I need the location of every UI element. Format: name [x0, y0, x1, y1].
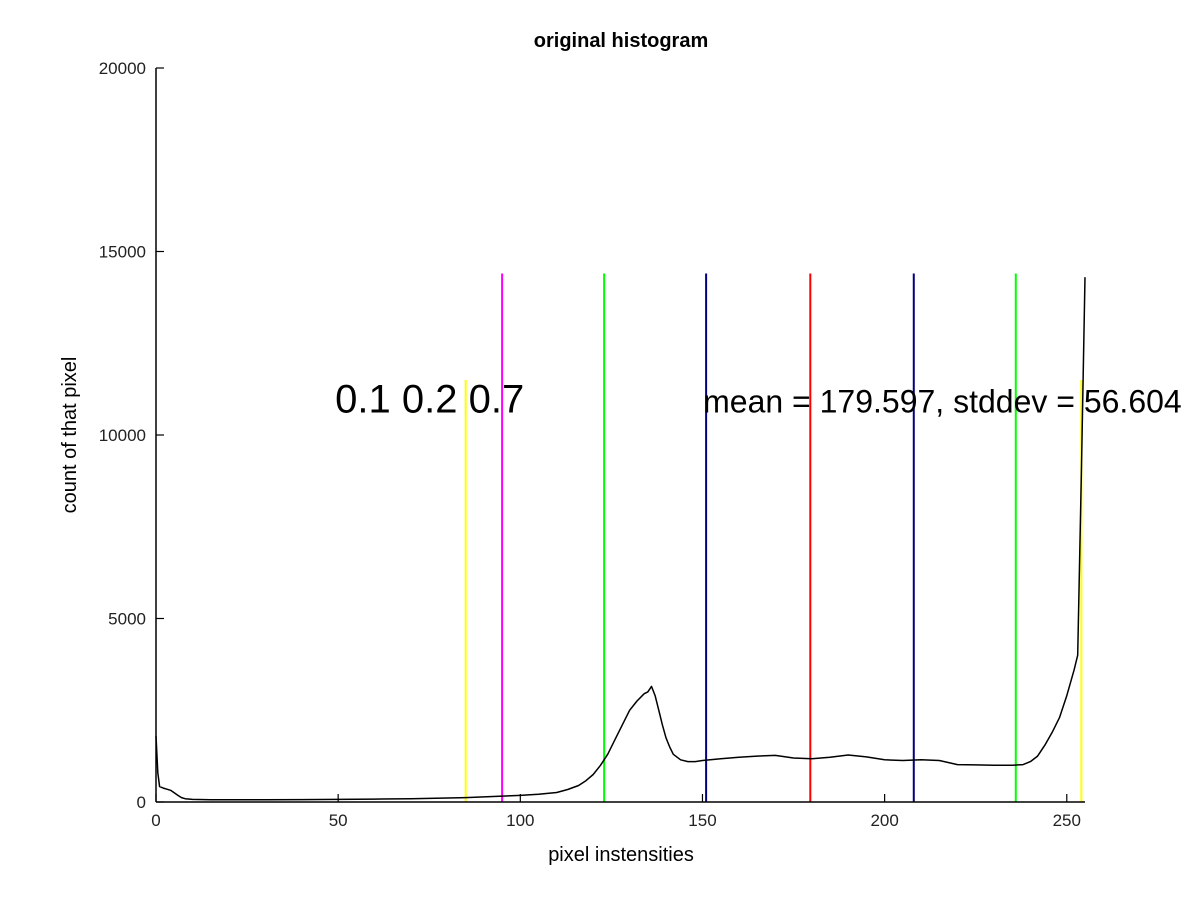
- series: [155, 277, 1086, 801]
- x-tick-label: 250: [1053, 811, 1081, 830]
- annotations: 0.1 0.2 0.7 mean = 179.597, stddev = 56.6…: [335, 377, 1182, 421]
- annotation-1: mean = 179.597, stddev = 56.604: [703, 383, 1182, 419]
- chart-title: original histogram: [534, 30, 708, 52]
- annotation-0: 0.1 0.2 0.7: [335, 377, 524, 421]
- y-tick-label: 0: [137, 793, 146, 812]
- y-tick-label: 15000: [99, 243, 146, 262]
- x-axis-label: pixel instensities: [548, 844, 694, 866]
- y-tick-label: 20000: [99, 59, 146, 78]
- vertical-markers: [464, 273, 1083, 802]
- x-tick-label: 200: [870, 811, 898, 830]
- x-tick-label: 100: [506, 811, 534, 830]
- series-line-0: [155, 277, 1086, 801]
- ticks: 0 50 100 150 200 250 0 5000 10000 15000 20000: [99, 59, 1081, 830]
- x-tick-label: 0: [151, 811, 160, 830]
- y-tick-label: 5000: [108, 610, 146, 629]
- x-tick-label: 50: [329, 811, 348, 830]
- y-axis-label: count of that pixel: [59, 357, 81, 514]
- axes: [155, 68, 1085, 803]
- x-tick-label: 150: [688, 811, 716, 830]
- y-tick-label: 10000: [99, 426, 146, 445]
